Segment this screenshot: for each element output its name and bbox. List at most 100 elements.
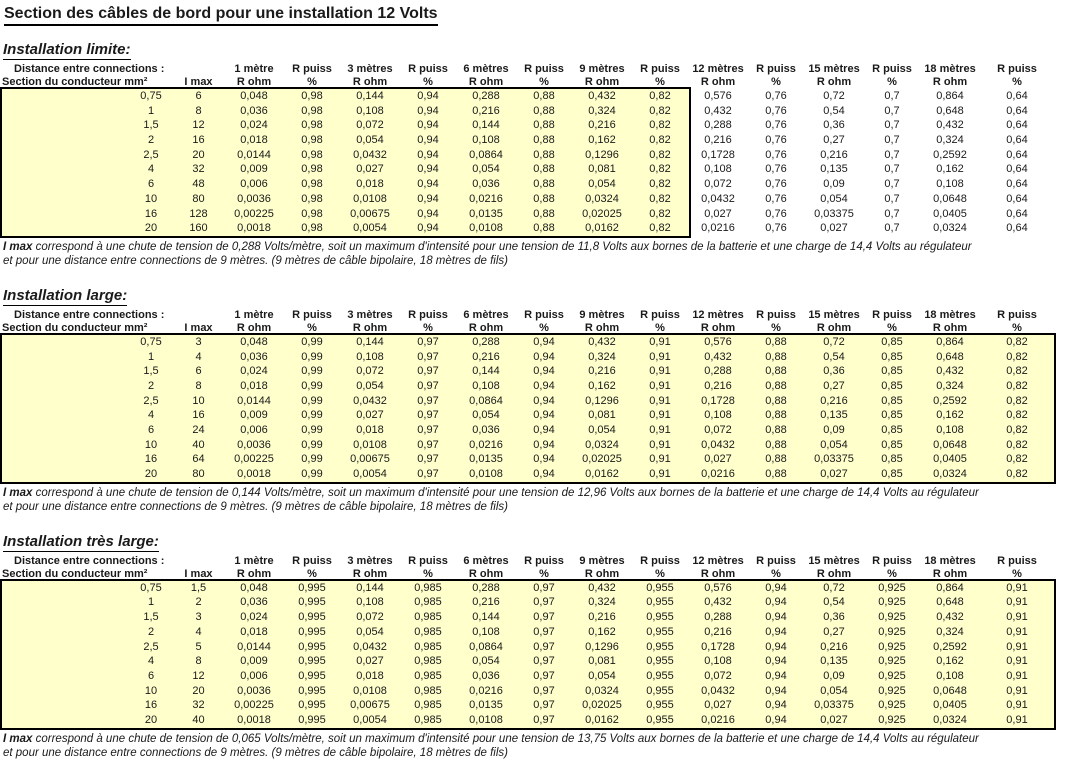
cell-rohm: 0,0108 bbox=[457, 221, 515, 236]
cell-imax: 40 bbox=[172, 712, 225, 728]
cell-rpuiss: 0,97 bbox=[515, 610, 573, 625]
col-header-distance: 6 mètres bbox=[463, 308, 509, 321]
cell-imax: 20 bbox=[172, 147, 225, 163]
header-row-distances: Distance entre connections : 1 mètre R pui… bbox=[0, 555, 1055, 568]
cell-rohm: 0,1296 bbox=[573, 147, 631, 163]
table-row: 2 16 0,018 0,98 0,054 0,94 0,108 0,88 0,162 0,82 0… bbox=[0, 133, 1055, 148]
cell-rpuiss: 0,97 bbox=[399, 349, 457, 365]
table-row: 16 64 0,00225 0,99 0,00675 0,97 0,0135 0,94 0,02… bbox=[0, 452, 1055, 468]
cell-rohm: 0,009 bbox=[225, 162, 283, 178]
col-header-pct: % bbox=[771, 321, 781, 334]
cell-rohm: 0,0864 bbox=[457, 393, 515, 409]
cell-rohm: 0,0054 bbox=[341, 467, 399, 482]
footnote-line2: et pour une distance entre connections d… bbox=[3, 254, 508, 267]
col-header-rohm: R ohm bbox=[932, 76, 968, 88]
cell-rpuiss: 0,98 bbox=[283, 177, 341, 192]
cell-rohm: 0,324 bbox=[573, 103, 631, 119]
cell-rohm: 0,0144 bbox=[225, 147, 283, 163]
cell-rohm: 0,048 bbox=[225, 334, 283, 350]
cell-rohm: 0,576 bbox=[689, 580, 747, 596]
cell-rohm: 0,432 bbox=[573, 334, 631, 350]
col-header-distance: 3 mètres bbox=[347, 308, 393, 321]
cell-rpuiss: 0,925 bbox=[863, 595, 921, 611]
cell-rohm: 0,018 bbox=[225, 133, 283, 148]
cell-rohm: 0,864 bbox=[921, 580, 979, 596]
table-row: 6 12 0,006 0,995 0,018 0,985 0,036 0,97 0,054 0,9… bbox=[0, 668, 1055, 684]
cell-rpuiss: 0,97 bbox=[515, 683, 573, 699]
cell-rohm: 0,027 bbox=[820, 222, 848, 235]
cell-rpuiss: 0,97 bbox=[399, 334, 457, 350]
cell-rpuiss: 0,91 bbox=[631, 423, 689, 438]
cell-rpuiss: 0,88 bbox=[747, 408, 805, 423]
cell-rpuiss: 0,64 bbox=[1006, 104, 1028, 117]
cell-rohm: 0,0216 bbox=[701, 222, 735, 235]
cell-rpuiss: 0,97 bbox=[399, 378, 457, 394]
cell-rpuiss: 0,76 bbox=[765, 134, 787, 147]
cell-rohm: 0,324 bbox=[573, 349, 631, 365]
cell-imax: 4 bbox=[172, 349, 225, 365]
table-row: 4 32 0,009 0,98 0,027 0,94 0,054 0,88 0,081 0,82 0… bbox=[0, 162, 1055, 178]
cell-rohm: 0,072 bbox=[341, 610, 399, 625]
table-row: 10 80 0,0036 0,98 0,0108 0,94 0,0216 0,88 0,0324… bbox=[0, 191, 1055, 207]
table-row: 20 40 0,0018 0,995 0,0054 0,985 0,0108 0,97 0,01… bbox=[0, 712, 1055, 728]
cell-section: 10 bbox=[130, 437, 172, 453]
cell-rohm: 0,03375 bbox=[805, 698, 863, 713]
cell-rpuiss: 0,64 bbox=[1006, 222, 1028, 235]
cell-rpuiss: 0,85 bbox=[863, 349, 921, 365]
cell-rpuiss: 0,94 bbox=[515, 452, 573, 468]
cell-imax: 6 bbox=[172, 89, 225, 104]
cell-rohm: 0,108 bbox=[936, 178, 964, 191]
cell-rohm: 0,0216 bbox=[689, 712, 747, 728]
cell-rpuiss: 0,98 bbox=[283, 221, 341, 236]
cell-section: 2 bbox=[130, 133, 172, 148]
cell-rohm: 0,00225 bbox=[225, 206, 283, 222]
cell-rpuiss: 0,97 bbox=[399, 437, 457, 453]
cell-rohm: 0,0216 bbox=[457, 683, 515, 699]
col-header-pct: % bbox=[539, 76, 549, 88]
cell-rpuiss: 0,91 bbox=[631, 393, 689, 409]
col-header-rpuiss: R puiss bbox=[997, 63, 1037, 75]
cell-rohm: 0,054 bbox=[820, 192, 848, 205]
col-header-rpuiss: R puiss bbox=[640, 554, 680, 567]
cell-imax: 32 bbox=[172, 162, 225, 178]
cell-rohm: 0,00675 bbox=[341, 206, 399, 222]
section-heading-text: Installation large: bbox=[3, 286, 128, 306]
col-header-pct: % bbox=[307, 321, 317, 334]
cell-imax: 8 bbox=[172, 378, 225, 394]
cell-rpuiss: 0,82 bbox=[979, 334, 1055, 350]
cell-section: 1 bbox=[130, 103, 172, 119]
cell-rpuiss: 0,91 bbox=[631, 408, 689, 423]
cell-rpuiss: 0,94 bbox=[515, 393, 573, 409]
cell-rpuiss: 0,97 bbox=[399, 467, 457, 482]
cell-rohm: 0,0405 bbox=[921, 452, 979, 468]
cell-rohm: 0,081 bbox=[573, 654, 631, 669]
cell-rpuiss: 0,985 bbox=[399, 610, 457, 625]
cell-rohm: 0,648 bbox=[921, 349, 979, 365]
table-1: Distance entre connections : 1 mètre R pui… bbox=[0, 308, 1056, 484]
cell-rohm: 0,108 bbox=[457, 133, 515, 148]
col-header-rohm: R ohm bbox=[584, 567, 620, 580]
cell-rpuiss: 0,94 bbox=[747, 624, 805, 640]
cell-imax: 3 bbox=[172, 334, 225, 350]
cell-lead bbox=[0, 452, 130, 468]
cell-rpuiss: 0,91 bbox=[631, 467, 689, 482]
cell-rohm: 0,054 bbox=[573, 423, 631, 438]
cell-rpuiss: 0,91 bbox=[979, 712, 1055, 728]
cell-lead bbox=[0, 393, 130, 409]
cell-imax: 1,5 bbox=[172, 580, 225, 596]
cell-rpuiss: 0,85 bbox=[863, 393, 921, 409]
cell-rpuiss: 0,925 bbox=[863, 698, 921, 713]
col-header-distance-label: Distance entre connections : bbox=[14, 308, 165, 321]
cell-rohm: 0,027 bbox=[704, 207, 732, 220]
cell-rohm: 0,135 bbox=[820, 163, 848, 176]
cell-lead bbox=[0, 654, 130, 669]
cell-section: 1,5 bbox=[130, 610, 172, 625]
cell-rohm: 0,216 bbox=[457, 349, 515, 365]
cell-lead bbox=[0, 177, 130, 192]
cell-section: 0,75 bbox=[130, 89, 172, 104]
col-header-pct: % bbox=[1012, 76, 1022, 88]
cell-rohm: 0,864 bbox=[921, 334, 979, 350]
cell-rohm: 0,00675 bbox=[341, 698, 399, 713]
col-header-distance: 12 mètres bbox=[692, 308, 744, 321]
